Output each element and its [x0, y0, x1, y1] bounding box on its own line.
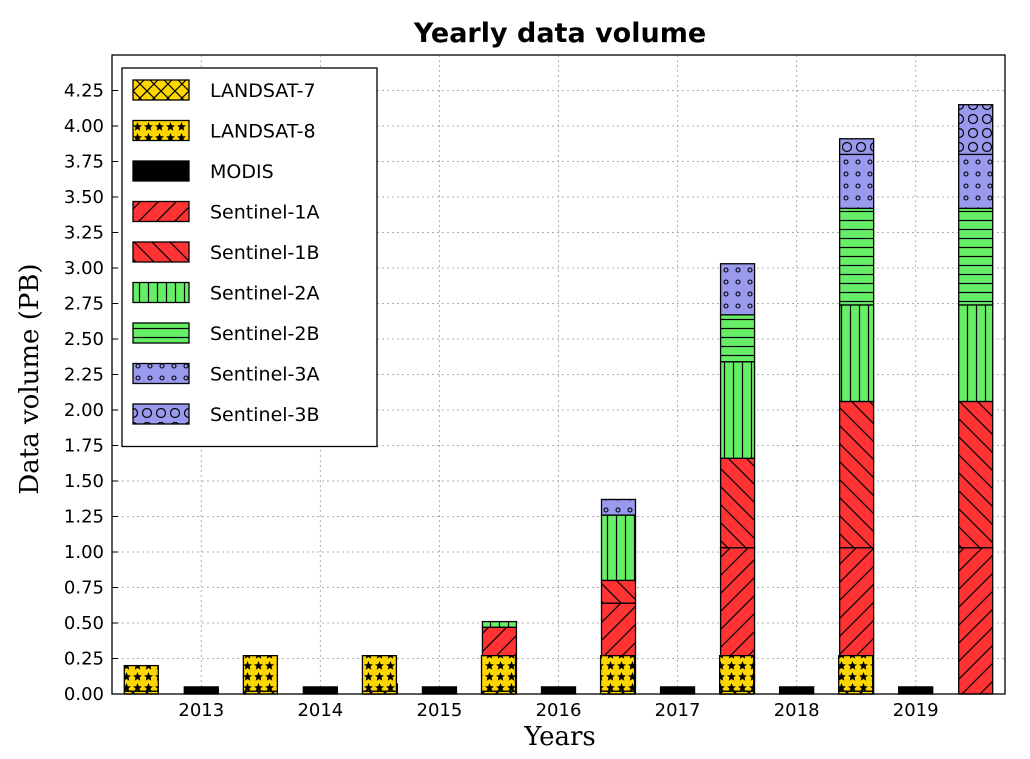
y-tick-label: 1.75	[64, 436, 104, 457]
bar-segment-landsat-8-2015	[361, 655, 398, 692]
bar-segment-sentinel-1b-2017	[719, 457, 756, 549]
legend-swatch	[132, 362, 190, 385]
x-tick-label: 2016	[536, 700, 582, 721]
bar-segment-sentinel-3a-2019	[958, 153, 994, 210]
legend-label: Sentinel-2B	[210, 323, 320, 345]
legend: LANDSAT-7 LANDSAT-8 MODIS Sentinel-1A Sentin…	[121, 67, 378, 448]
bar-segment-sentinel-3a-2016	[600, 498, 637, 516]
bar-segment-sentinel-1a-2019	[958, 547, 994, 695]
bar-segment-sentinel-1b-2018	[838, 400, 875, 549]
axes: 0.00 0.25 0.50 0.75 1.00 1.25 1.50 1.75 2.00 2.25…	[64, 54, 1006, 721]
y-tick-label: 2.75	[64, 294, 104, 315]
bar-segment-sentinel-2a-2017	[719, 361, 756, 459]
bar-segment-landsat-8-2014	[242, 655, 279, 692]
legend-label: LANDSAT-8	[210, 121, 316, 143]
bars	[123, 104, 994, 695]
bar-segment-sentinel-2a-2019	[958, 304, 994, 403]
x-tick-label: 2015	[417, 700, 463, 721]
bar-segment-sentinel-3a-2017	[719, 263, 756, 316]
plot-frame	[111, 54, 1006, 695]
y-tick-label: 0.75	[64, 578, 104, 599]
y-tick-label: 3.00	[64, 258, 104, 279]
bar-segment-sentinel-2b-2018	[838, 207, 875, 306]
chart-title: Yearly data volume	[413, 18, 706, 49]
legend-label: Sentinel-3B	[210, 404, 320, 426]
bar-segment-sentinel-1b-2016	[600, 579, 637, 604]
y-tick-label: 0.50	[64, 613, 104, 634]
y-tick-label: 2.50	[64, 329, 104, 350]
bar-segment-landsat-8-2019	[838, 655, 874, 692]
legend-swatch	[132, 119, 190, 142]
bar-segment-sentinel-2a-2015	[481, 620, 518, 628]
legend-swatch	[132, 200, 190, 223]
y-tick-label: 4.25	[64, 81, 104, 102]
legend-label: Sentinel-2A	[210, 283, 319, 305]
y-tick-label: 2.25	[64, 365, 104, 386]
x-tick-label: 2018	[774, 700, 820, 721]
bar-segment-sentinel-3b-2019	[958, 104, 994, 156]
bar-segment-sentinel-3a-2018	[838, 153, 875, 210]
y-tick-label: 3.75	[64, 152, 104, 173]
y-tick-label: 2.00	[64, 400, 104, 421]
x-tick-label: 2013	[178, 700, 224, 721]
bar-segment-sentinel-2a-2016	[600, 514, 637, 582]
y-tick-label: 3.25	[64, 223, 104, 244]
x-axis-label: Years	[523, 722, 596, 752]
y-axis-label: Data volume (PB)	[15, 263, 45, 494]
y-tick-label: 0.25	[64, 649, 104, 670]
legend-swatch	[132, 403, 190, 425]
x-tick-label: 2017	[655, 700, 701, 721]
bar-segment-landsat-8-2018	[718, 655, 755, 692]
y-tick-label: 1.00	[64, 542, 104, 563]
y-tick-label: 4.00	[64, 116, 104, 137]
bar-segment-landsat-8-2016	[480, 655, 517, 692]
bar-segment-sentinel-3b-2018	[838, 138, 875, 156]
y-tick-label: 0.00	[64, 684, 104, 705]
legend-swatch	[132, 281, 190, 304]
legend-swatch	[132, 160, 190, 182]
bar-segment-sentinel-1b-2019	[958, 400, 994, 549]
x-tick-label: 2014	[297, 700, 343, 721]
legend-swatch	[132, 241, 190, 263]
bar-segment-landsat-8-2017	[599, 655, 636, 692]
legend-swatch	[132, 79, 190, 101]
legend-label: Sentinel-1A	[210, 202, 319, 224]
legend-swatch	[132, 322, 190, 344]
x-tick-label: 2019	[893, 700, 939, 721]
y-tick-label: 1.50	[64, 471, 104, 492]
legend-label: Sentinel-3A	[210, 364, 319, 386]
y-tick-label: 1.25	[64, 507, 104, 528]
bar-segment-sentinel-2b-2017	[719, 314, 756, 363]
bar-segment-sentinel-2b-2019	[958, 207, 994, 306]
legend-label: LANDSAT-7	[210, 80, 316, 102]
bar-segment-landsat-8-2013	[123, 664, 159, 692]
legend-label: Sentinel-1B	[210, 242, 320, 264]
bar-segment-sentinel-2a-2018	[838, 304, 875, 403]
legend-label: MODIS	[210, 161, 274, 183]
y-tick-label: 3.50	[64, 187, 104, 208]
